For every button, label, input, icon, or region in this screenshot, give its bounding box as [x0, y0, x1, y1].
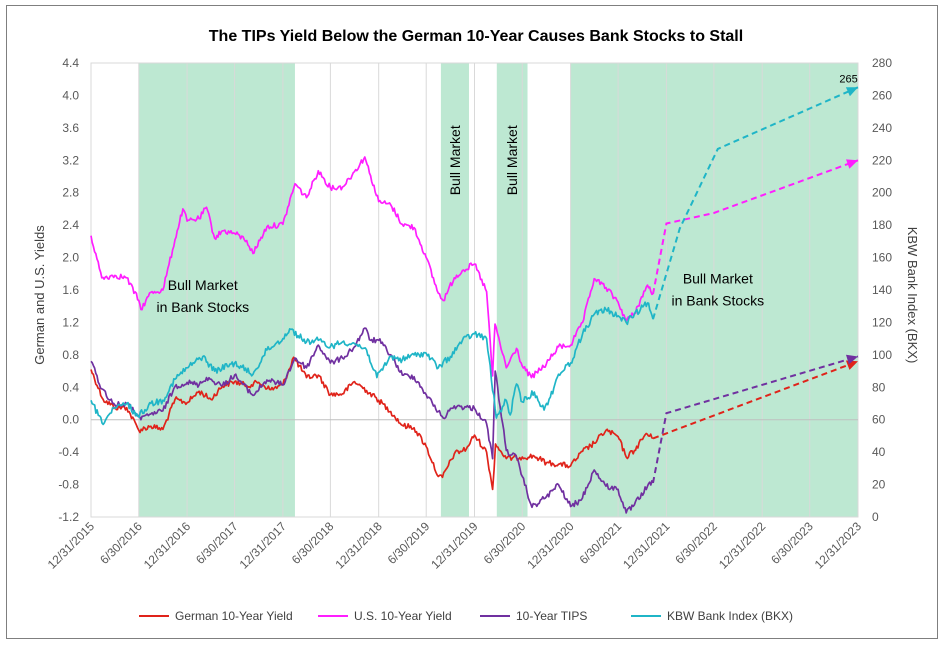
- legend-label-10-year-tips: 10-Year TIPS: [516, 609, 587, 623]
- y-left-tick-12: -0.4: [58, 445, 79, 459]
- y-left-tick-5: 2.4: [62, 218, 79, 232]
- y-left-tick-0: 4.4: [62, 56, 79, 70]
- y-left-tick-1: 4.0: [62, 88, 79, 102]
- annotation-0: Bull Market: [168, 277, 238, 293]
- shaded-region-label-1: Bull Market: [447, 125, 463, 195]
- y-right-tick-10: 80: [872, 380, 886, 394]
- x-tick-label-4: 12/31/2017: [237, 519, 290, 572]
- y-right-tick-11: 60: [872, 413, 886, 427]
- x-tick-label-2: 12/31/2016: [141, 519, 194, 572]
- y-right-tick-4: 200: [872, 186, 892, 200]
- y-left-tick-2: 3.6: [62, 121, 79, 135]
- y-right-tick-12: 40: [872, 445, 886, 459]
- y-right-tick-8: 120: [872, 315, 892, 329]
- x-tick-label-1: 6/30/2016: [97, 519, 145, 567]
- x-tick-label-16: 12/31/2023: [812, 519, 865, 572]
- shaded-region-1: [440, 63, 469, 517]
- y-left-tick-8: 1.2: [62, 315, 79, 329]
- vertical-gridlines: [90, 62, 859, 518]
- chart-svg: Bull Market Bull Market 4.4 4.0 3.6 3.2 2.8 2.…: [32, 28, 920, 623]
- legend-label-german-10-year-yield: German 10-Year Yield: [175, 609, 293, 623]
- annotation-1: in Bank Stocks: [157, 299, 250, 315]
- series-lines: [90, 156, 654, 514]
- x-tick-label-11: 6/30/2021: [577, 519, 625, 567]
- annotation-3: in Bank Stocks: [672, 292, 765, 308]
- y-left-tick-7: 1.6: [62, 283, 79, 297]
- y-left-tick-11: 0.0: [62, 413, 79, 427]
- y-left-tick-13: -0.8: [58, 478, 79, 492]
- y-left-tick-9: 0.8: [62, 348, 79, 362]
- x-tick-label-7: 6/30/2019: [385, 519, 433, 567]
- series-line-u-s-10-year-yield: [90, 156, 654, 379]
- annotations: Bull Market in Bank Stocks Bull Market in B…: [157, 73, 858, 314]
- y-right-tick-3: 220: [872, 153, 892, 167]
- projection-line-10-year-tips: [652, 355, 859, 484]
- y-left-tick-14: -1.2: [58, 510, 79, 524]
- x-tick-label-3: 6/30/2017: [193, 519, 241, 567]
- y-right-tick-5: 180: [872, 218, 892, 232]
- x-tick-label-15: 6/30/2023: [768, 519, 816, 567]
- legend-label-kbw-bank-index-bkx: KBW Bank Index (BKX): [667, 609, 793, 623]
- y-left-tick-10: 0.4: [62, 380, 79, 394]
- y-left-tick-labels: 4.4 4.0 3.6 3.2 2.8 2.4 2.0 1.6 1.2 0.8 0.4 0.0 -0.4…: [58, 56, 79, 524]
- annotation-4: 265: [839, 73, 857, 85]
- projection-arrowhead-10-year-tips: [846, 354, 858, 365]
- legend-label-u-s-10-year-yield: U.S. 10-Year Yield: [354, 609, 452, 623]
- x-tick-label-8: 12/31/2019: [428, 519, 481, 572]
- y-right-tick-7: 140: [872, 283, 892, 297]
- x-tick-label-0: 12/31/2015: [45, 519, 98, 572]
- series-line-10-year-tips: [90, 327, 654, 514]
- series-line-kbw-bank-index-bkx: [90, 301, 654, 426]
- x-tick-label-12: 12/31/2021: [620, 519, 673, 572]
- x-tick-label-13: 6/30/2022: [672, 519, 720, 567]
- y-right-tick-13: 20: [872, 478, 886, 492]
- x-tick-label-9: 6/30/2020: [481, 519, 529, 567]
- x-tick-label-10: 12/31/2020: [524, 519, 577, 572]
- y-left-tick-4: 2.8: [62, 186, 79, 200]
- plot-border: [90, 62, 859, 518]
- x-tick-label-5: 6/30/2018: [289, 519, 337, 567]
- projection-arrowhead-kbw-bank-index-bkx: [845, 87, 858, 97]
- y-right-tick-14: 0: [872, 510, 879, 524]
- y-right-tick-2: 240: [872, 121, 892, 135]
- shaded-region-label-2: Bull Market: [504, 125, 520, 195]
- projection-lines: [652, 86, 859, 484]
- annotation-2: Bull Market: [683, 271, 753, 287]
- y-right-tick-6: 160: [872, 251, 892, 265]
- projection-line-german-10-year-yield: [652, 360, 859, 440]
- chart-title: The TIPs Yield Below the German 10-Year …: [209, 28, 743, 45]
- y-left-tick-3: 3.2: [62, 153, 79, 167]
- y-left-axis-title: German and U.S. Yields: [32, 225, 47, 365]
- y-left-tick-6: 2.0: [62, 251, 79, 265]
- chart-frame: Bull Market Bull Market 4.4 4.0 3.6 3.2 2.8 2.…: [6, 5, 938, 639]
- shaded-region-0: [138, 63, 295, 517]
- projection-line-u-s-10-year-yield: [652, 159, 859, 295]
- series-line-german-10-year-yield: [90, 356, 654, 491]
- legend: German 10-Year Yield U.S. 10-Year Yield 10…: [139, 609, 793, 623]
- y-right-axis-title: KBW Bank Index (BKX): [905, 227, 920, 364]
- x-tick-label-6: 12/31/2018: [332, 519, 385, 572]
- y-right-tick-1: 260: [872, 88, 892, 102]
- projection-arrowhead-u-s-10-year-yield: [846, 159, 858, 169]
- y-right-tick-0: 280: [872, 56, 892, 70]
- x-tick-label-14: 12/31/2022: [716, 519, 769, 572]
- y-right-tick-9: 100: [872, 348, 892, 362]
